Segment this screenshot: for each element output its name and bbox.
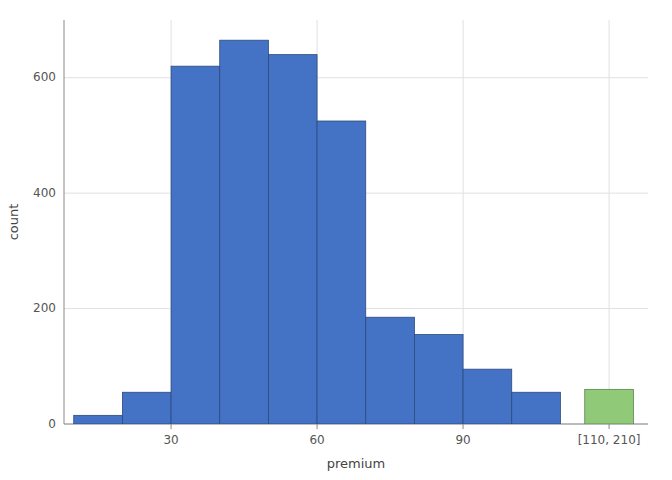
histogram-bar <box>220 40 269 424</box>
axes: 0 200 400 600 30 60 90 [110, 210] <box>33 20 648 447</box>
y-tick-label: 200 <box>33 301 56 315</box>
histogram-bar <box>366 317 415 424</box>
histogram-bar <box>74 415 123 424</box>
x-tick-label: 60 <box>309 433 324 447</box>
y-grid-line <box>64 77 648 78</box>
histogram-bar <box>171 66 220 424</box>
histogram-bar <box>512 392 561 424</box>
histogram-bar <box>122 392 171 424</box>
x-axis-label: premium <box>327 456 386 471</box>
chart-container: 0 200 400 600 30 60 90 [110, 210] premium count <box>0 0 672 480</box>
histogram-bar <box>463 369 512 424</box>
histogram-bar <box>585 389 634 424</box>
x-tick-mark <box>317 424 318 429</box>
histogram-bar <box>268 55 317 424</box>
x-tick-label: 90 <box>455 433 470 447</box>
x-tick-label: 30 <box>163 433 178 447</box>
grid <box>64 20 648 424</box>
histogram-bar <box>317 121 366 424</box>
x-tick-mark <box>463 424 464 429</box>
x-tick-mark <box>609 424 610 429</box>
y-tick-label: 600 <box>33 70 56 84</box>
histogram-bar <box>414 335 463 424</box>
y-tick-label: 0 <box>48 417 56 431</box>
y-axis-label: count <box>6 204 21 241</box>
bars <box>74 40 634 424</box>
y-axis-line <box>64 20 65 424</box>
x-tick-mark <box>171 424 172 429</box>
x-tick-label: [110, 210] <box>578 433 641 447</box>
y-tick-label: 400 <box>33 186 56 200</box>
chart-svg: 0 200 400 600 30 60 90 [110, 210] premium count <box>0 0 672 480</box>
x-grid-line <box>609 20 610 424</box>
